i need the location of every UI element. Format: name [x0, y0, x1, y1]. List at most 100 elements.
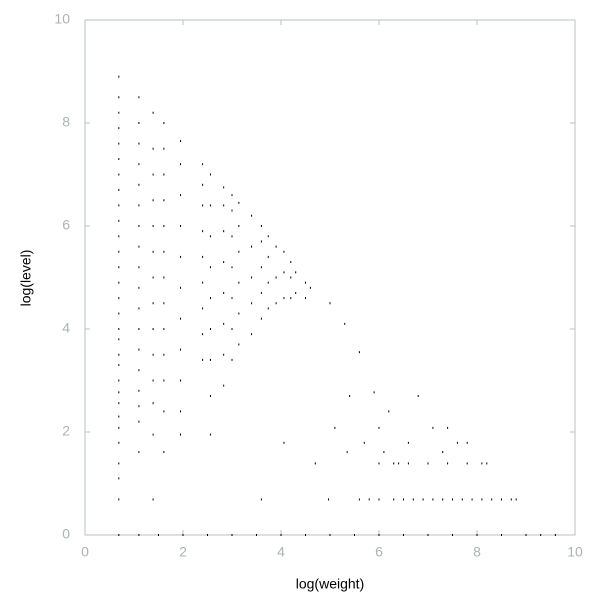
- point: [138, 420, 140, 423]
- point: [118, 477, 120, 480]
- point: [180, 225, 182, 227]
- point: [152, 379, 154, 382]
- point: [152, 147, 154, 150]
- point: [231, 194, 233, 197]
- point: [251, 302, 253, 305]
- point: [275, 276, 277, 279]
- point: [554, 534, 556, 536]
- point: [238, 225, 240, 227]
- point: [275, 302, 277, 305]
- point: [163, 410, 165, 413]
- point: [388, 410, 390, 413]
- point: [305, 281, 306, 284]
- point: [486, 462, 488, 465]
- point: [202, 307, 204, 310]
- point: [231, 266, 233, 269]
- point: [442, 451, 444, 454]
- point: [163, 379, 165, 382]
- point: [209, 328, 211, 330]
- point: [373, 391, 375, 394]
- point: [378, 534, 380, 536]
- point: [223, 322, 225, 325]
- point: [118, 353, 120, 356]
- point: [202, 230, 204, 233]
- point: [329, 534, 331, 536]
- point: [118, 426, 120, 429]
- point: [118, 158, 120, 161]
- point: [118, 415, 120, 418]
- point: [290, 297, 292, 300]
- point: [283, 250, 285, 253]
- point: [280, 534, 282, 536]
- point: [138, 204, 140, 207]
- point: [138, 405, 140, 408]
- point: [118, 498, 120, 501]
- point: [163, 173, 165, 176]
- point: [138, 534, 140, 536]
- point: [251, 333, 253, 336]
- point: [501, 534, 502, 536]
- y-tick-label: 6: [62, 217, 70, 233]
- point: [163, 199, 165, 202]
- point: [152, 302, 154, 305]
- point: [251, 214, 253, 217]
- point: [283, 297, 285, 300]
- point: [163, 225, 165, 227]
- point: [515, 498, 517, 501]
- y-tick-label: 2: [62, 423, 70, 439]
- point: [202, 358, 204, 361]
- point: [118, 127, 120, 130]
- point: [344, 322, 346, 325]
- point: [393, 498, 395, 501]
- point: [223, 204, 225, 207]
- point: [118, 235, 120, 238]
- point: [238, 312, 240, 315]
- point: [118, 142, 120, 145]
- point: [256, 534, 257, 536]
- point: [180, 140, 182, 143]
- point: [251, 245, 253, 248]
- point: [163, 353, 165, 356]
- point: [260, 317, 262, 320]
- point: [138, 307, 140, 310]
- point: [231, 534, 233, 536]
- point: [180, 410, 182, 413]
- point: [231, 235, 233, 238]
- point: [223, 230, 225, 233]
- point: [275, 245, 277, 248]
- point: [202, 183, 204, 186]
- point: [152, 433, 154, 436]
- point: [163, 122, 165, 124]
- point: [432, 498, 434, 501]
- point: [209, 173, 211, 176]
- point: [267, 281, 269, 284]
- point: [481, 498, 483, 501]
- point: [305, 297, 306, 300]
- point: [152, 328, 154, 330]
- point: [231, 297, 233, 300]
- point: [118, 297, 120, 300]
- point: [118, 534, 120, 536]
- point: [180, 348, 182, 351]
- point: [180, 163, 182, 166]
- point: [118, 75, 120, 78]
- point: [118, 312, 120, 315]
- point: [138, 122, 140, 124]
- x-axis-label: log(weight): [296, 576, 364, 592]
- point: [540, 534, 542, 536]
- point: [295, 271, 297, 274]
- point: [202, 255, 204, 258]
- point: [260, 498, 262, 501]
- point: [238, 343, 240, 346]
- point: [251, 276, 253, 279]
- point: [231, 328, 233, 330]
- point: [295, 291, 297, 294]
- point: [368, 498, 370, 501]
- point: [466, 462, 468, 465]
- point: [138, 369, 140, 372]
- point: [202, 333, 204, 336]
- point: [138, 245, 140, 248]
- point: [501, 498, 502, 501]
- point: [471, 498, 473, 501]
- point: [476, 534, 478, 536]
